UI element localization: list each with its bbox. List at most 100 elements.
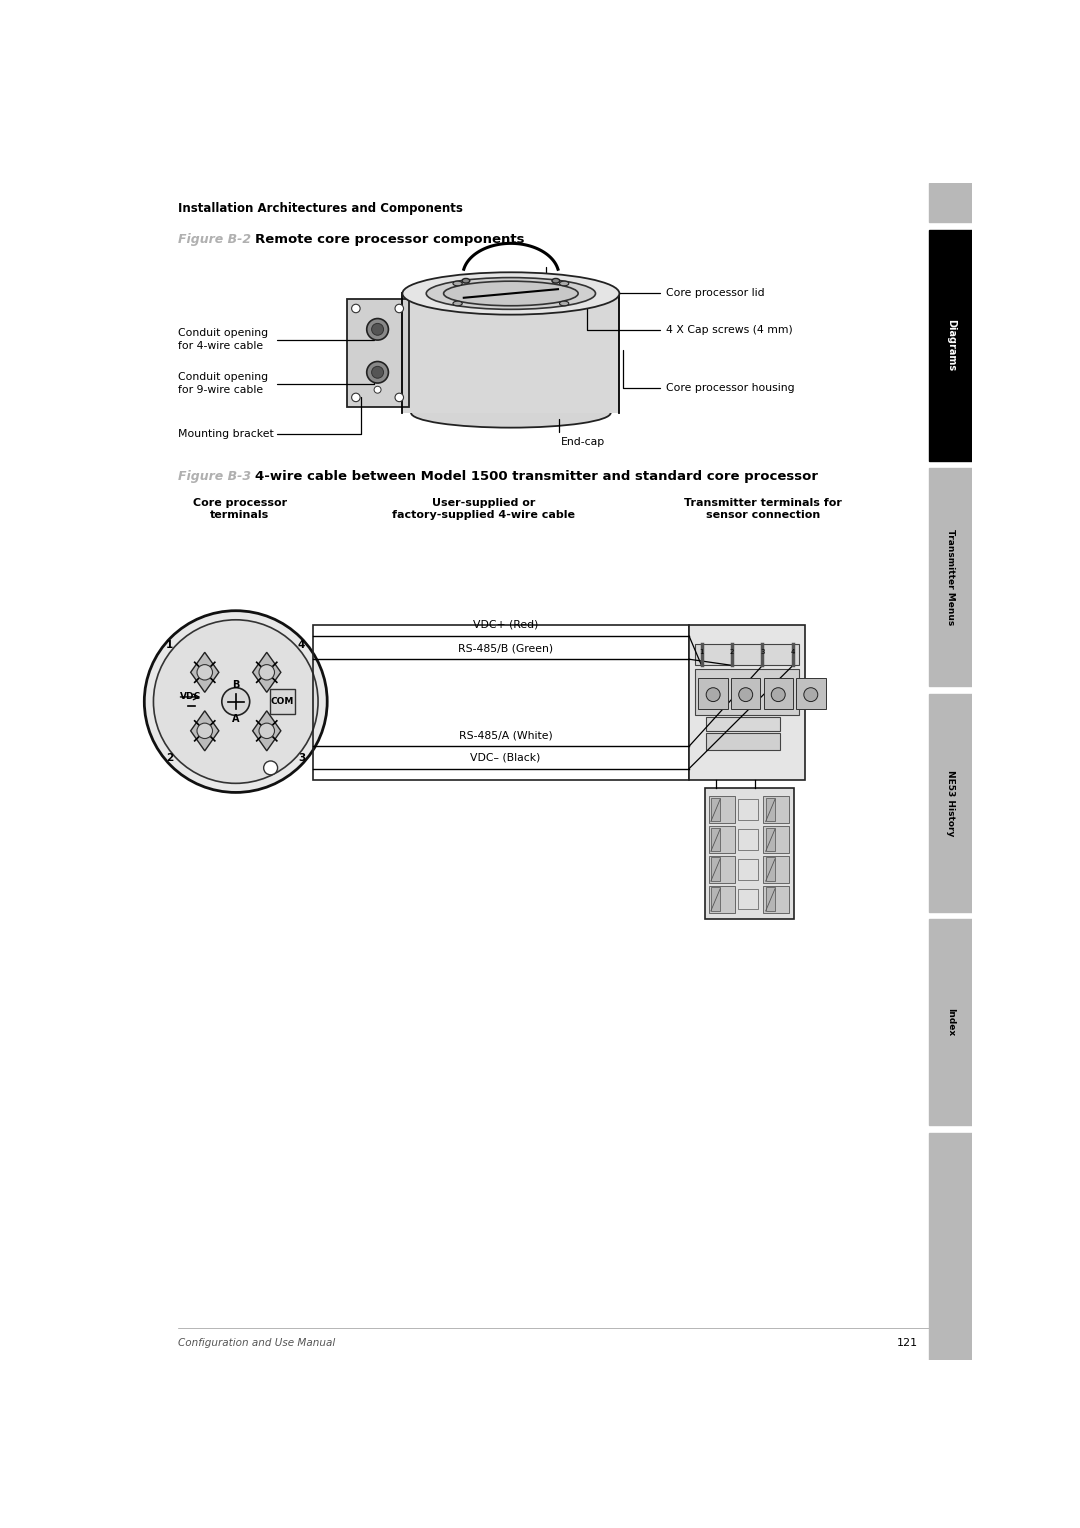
Bar: [766, 857, 775, 882]
Circle shape: [771, 688, 785, 701]
Bar: [766, 888, 775, 911]
Text: VDC– (Black): VDC– (Black): [470, 752, 541, 762]
Ellipse shape: [453, 301, 462, 306]
Bar: [930, 694, 972, 912]
Bar: [699, 678, 728, 709]
Text: 3: 3: [760, 648, 765, 654]
Bar: [766, 798, 775, 822]
Bar: [766, 828, 775, 851]
Ellipse shape: [453, 281, 462, 286]
Bar: [711, 798, 720, 822]
Text: Transmitter Menus: Transmitter Menus: [946, 529, 955, 625]
Text: 4-wire cable between Model 1500 transmitter and standard core processor: 4-wire cable between Model 1500 transmit…: [255, 471, 819, 483]
Text: Conduit opening
for 4-wire cable: Conduit opening for 4-wire cable: [177, 329, 268, 351]
Bar: [762, 856, 789, 883]
Ellipse shape: [427, 278, 595, 309]
Bar: [762, 796, 789, 824]
Text: COM: COM: [271, 697, 294, 706]
Text: Figure B-2: Figure B-2: [177, 234, 251, 246]
Circle shape: [367, 362, 389, 384]
Ellipse shape: [403, 272, 619, 315]
Circle shape: [153, 620, 318, 784]
Text: 2: 2: [166, 753, 174, 762]
Circle shape: [367, 318, 389, 341]
Bar: [689, 625, 806, 781]
Circle shape: [197, 665, 213, 680]
Circle shape: [706, 688, 720, 701]
Ellipse shape: [411, 397, 610, 428]
Text: Figure B-3: Figure B-3: [177, 471, 251, 483]
Circle shape: [372, 367, 383, 379]
Bar: [739, 889, 758, 909]
Circle shape: [264, 761, 278, 775]
Text: Core processor lid: Core processor lid: [545, 267, 765, 298]
Bar: [930, 468, 972, 686]
Bar: [704, 788, 794, 918]
Bar: [403, 293, 619, 413]
Circle shape: [372, 324, 383, 335]
Text: RS-485/B (Green): RS-485/B (Green): [458, 643, 553, 652]
Text: 4: 4: [791, 648, 795, 654]
Circle shape: [352, 304, 360, 313]
Bar: [708, 886, 735, 912]
Circle shape: [259, 723, 274, 738]
Bar: [762, 827, 789, 853]
Circle shape: [395, 393, 404, 402]
Circle shape: [395, 304, 404, 313]
Ellipse shape: [462, 278, 470, 283]
Circle shape: [739, 688, 753, 701]
Text: 1: 1: [166, 640, 174, 651]
Bar: [708, 856, 735, 883]
Bar: [696, 669, 799, 715]
Text: RS-485/A (White): RS-485/A (White): [459, 730, 552, 740]
Ellipse shape: [552, 278, 559, 283]
Bar: [711, 857, 720, 882]
Text: VDC: VDC: [180, 692, 201, 701]
Text: Core processor
terminals: Core processor terminals: [192, 498, 286, 520]
Text: 2: 2: [730, 648, 734, 654]
Bar: [711, 888, 720, 911]
Text: 1: 1: [699, 648, 704, 654]
Bar: [739, 799, 758, 821]
Circle shape: [804, 688, 818, 701]
Text: Remote core processor components: Remote core processor components: [255, 234, 525, 246]
Bar: [930, 229, 972, 460]
Text: Core processor housing: Core processor housing: [623, 350, 795, 393]
Circle shape: [145, 611, 327, 793]
Ellipse shape: [559, 281, 569, 286]
Bar: [708, 796, 735, 824]
Text: 4 X Cap screws (4 mm): 4 X Cap screws (4 mm): [586, 292, 793, 335]
Bar: [708, 827, 735, 853]
Text: NE53 History: NE53 History: [946, 770, 955, 836]
Polygon shape: [253, 711, 281, 750]
Text: Configuration and Use Manual: Configuration and Use Manual: [177, 1339, 335, 1348]
Circle shape: [197, 723, 213, 738]
Text: 3: 3: [298, 753, 306, 762]
Text: 121: 121: [896, 1339, 918, 1348]
Bar: [739, 859, 758, 880]
Text: Transmitter terminals for
sensor connection: Transmitter terminals for sensor connect…: [684, 498, 841, 520]
Bar: [347, 299, 408, 406]
Circle shape: [221, 688, 249, 715]
Text: B: B: [232, 680, 240, 689]
Text: Diagrams: Diagrams: [946, 319, 956, 371]
Bar: [930, 183, 972, 222]
Bar: [696, 643, 799, 665]
Polygon shape: [191, 711, 219, 750]
Text: A: A: [232, 714, 240, 724]
Ellipse shape: [559, 301, 569, 306]
Bar: [796, 678, 825, 709]
Text: Installation Architectures and Components: Installation Architectures and Component…: [177, 202, 462, 215]
Bar: [270, 689, 295, 714]
Circle shape: [259, 665, 274, 680]
Text: User-supplied or
factory-supplied 4-wire cable: User-supplied or factory-supplied 4-wire…: [392, 498, 576, 520]
Text: VDC+ (Red): VDC+ (Red): [473, 620, 538, 630]
Bar: [930, 1132, 972, 1360]
Bar: [313, 625, 689, 781]
Text: 4: 4: [298, 640, 306, 651]
Bar: [739, 830, 758, 850]
Circle shape: [374, 387, 381, 393]
Polygon shape: [253, 652, 281, 692]
Bar: [930, 920, 972, 1125]
Bar: [711, 828, 720, 851]
